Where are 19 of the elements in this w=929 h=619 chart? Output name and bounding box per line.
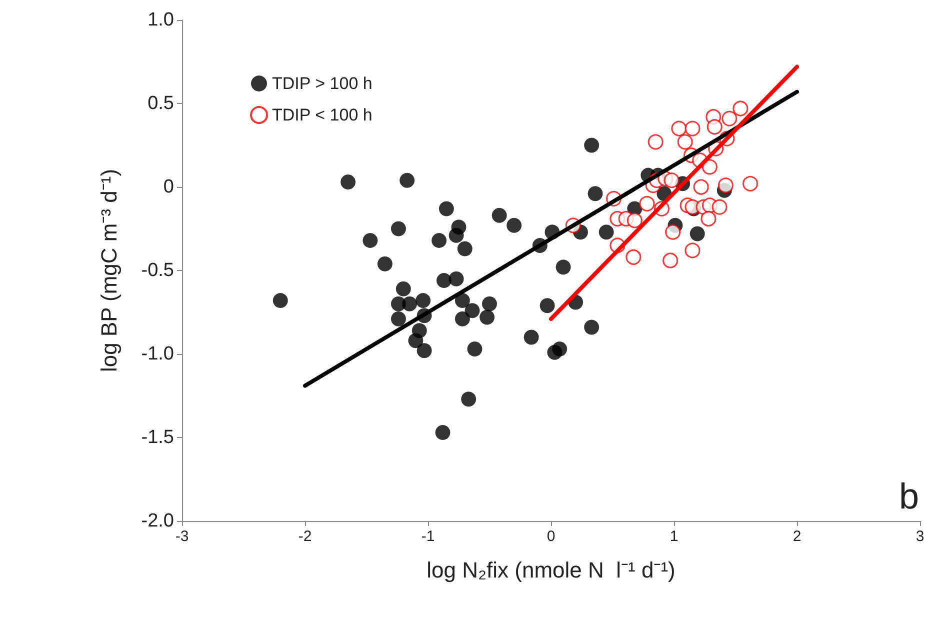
x-tick-label: 2 xyxy=(792,528,802,545)
y-tick-label: -1.5 xyxy=(141,427,174,448)
x-tick-label: -2 xyxy=(298,528,312,545)
annotation: b xyxy=(898,476,920,516)
legend-label: TDIP > 100 h xyxy=(272,74,372,93)
y-tick-label: -0.5 xyxy=(141,260,174,281)
x-tick-label: -1 xyxy=(421,528,435,545)
legend-label: TDIP < 100 h xyxy=(272,106,372,124)
y-tick-label: -1.0 xyxy=(141,344,174,364)
x-tick-label: 3 xyxy=(916,528,924,545)
y-tick-label: 0 xyxy=(163,176,174,198)
x-tick-label: -3 xyxy=(175,528,189,545)
y-tick-label: -2.0 xyxy=(141,510,174,532)
x-tick-label: 0 xyxy=(546,528,556,545)
y-tick-label: 0.5 xyxy=(148,93,174,114)
y-tick-label: 1.0 xyxy=(148,10,174,30)
y-axis-title: log BP (mgC m⁻³ d⁻¹) xyxy=(96,168,122,372)
x-axis-title: log N₂fix (nmole N l⁻¹ d⁻¹) xyxy=(426,558,676,582)
x-tick-label: 1 xyxy=(670,528,678,545)
